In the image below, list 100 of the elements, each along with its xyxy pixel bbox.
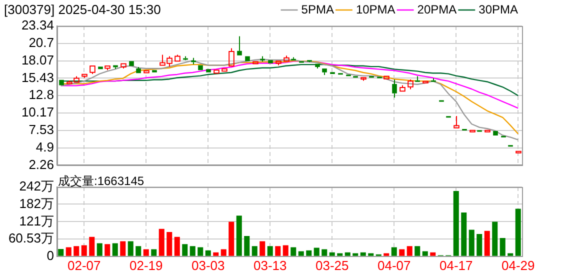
x-tick-label: 03-03 xyxy=(192,258,225,273)
bar xyxy=(500,238,506,256)
bar xyxy=(104,244,110,256)
candlestick xyxy=(392,78,397,98)
bar xyxy=(89,236,95,256)
bar xyxy=(306,250,312,256)
candlestick xyxy=(322,68,327,76)
x-tick-label: 02-19 xyxy=(130,258,163,273)
bar xyxy=(384,253,390,256)
x-tick-label: 04-07 xyxy=(378,258,411,273)
bar xyxy=(275,246,281,256)
candlestick xyxy=(415,76,420,82)
candlestick xyxy=(129,61,134,66)
bar xyxy=(515,208,521,256)
bar xyxy=(406,246,412,256)
legend-label: 10PMA xyxy=(356,2,396,16)
bar xyxy=(81,245,87,256)
bar xyxy=(260,241,266,256)
bar xyxy=(508,253,514,256)
candlestick xyxy=(113,65,118,70)
bar xyxy=(143,249,149,256)
bar xyxy=(484,230,490,256)
candlestick xyxy=(384,76,390,80)
x-tick-label: 04-29 xyxy=(502,258,535,273)
candlestick xyxy=(484,130,490,132)
x-tick-label: 04-17 xyxy=(440,258,473,273)
bar xyxy=(352,253,358,256)
candlestick xyxy=(245,56,250,62)
bar xyxy=(112,243,118,256)
candlestick xyxy=(252,61,258,64)
bar xyxy=(468,230,474,256)
bar xyxy=(151,249,157,256)
candlestick xyxy=(516,150,522,154)
bar xyxy=(182,244,188,256)
candlestick xyxy=(191,57,196,65)
bar xyxy=(158,228,164,256)
candlestick xyxy=(422,80,428,84)
bar xyxy=(282,245,288,256)
candlestick xyxy=(315,64,320,70)
bar xyxy=(198,247,204,256)
bar xyxy=(391,247,397,256)
y-tick-label: 182万 xyxy=(19,196,54,211)
bar xyxy=(244,236,250,256)
candlestick xyxy=(214,70,220,74)
bar xyxy=(190,246,196,256)
legend-label: 5PMA xyxy=(301,2,334,16)
bar xyxy=(174,236,180,256)
legend-label: 20PMA xyxy=(417,2,457,16)
bar xyxy=(120,241,126,256)
bar xyxy=(322,249,328,256)
y-tick-label: 23.34 xyxy=(21,18,54,33)
x-tick-label: 03-13 xyxy=(254,258,287,273)
bar xyxy=(228,222,234,256)
bar xyxy=(368,253,374,256)
candlestick xyxy=(59,80,64,86)
candlestick xyxy=(493,131,498,136)
bar xyxy=(492,222,498,256)
bar xyxy=(128,241,134,256)
candlestick xyxy=(206,69,211,72)
bar xyxy=(298,251,304,256)
y-tick-label: 121万 xyxy=(19,213,54,228)
candlestick xyxy=(144,70,150,74)
candlestick xyxy=(174,54,180,62)
legend-label: 30PMA xyxy=(478,2,518,16)
bar xyxy=(360,252,366,256)
chart-title: [300379] 2025-04-30 15:30 xyxy=(4,2,161,17)
bar xyxy=(430,252,436,256)
candlestick xyxy=(470,130,476,132)
x-tick-label: 02-07 xyxy=(68,258,101,273)
y-tick-label: 15.43 xyxy=(21,70,54,85)
bar xyxy=(329,252,335,256)
bar xyxy=(267,246,273,256)
y-tick-label: 0 xyxy=(46,248,54,263)
y-tick-label: 10.17 xyxy=(21,104,54,120)
bar xyxy=(314,248,320,256)
bar xyxy=(399,249,405,256)
candlestick xyxy=(136,66,141,74)
y-tick-label: 2.26 xyxy=(28,156,54,172)
bar xyxy=(213,252,219,256)
bar xyxy=(337,253,343,256)
y-tick-label: 4.9 xyxy=(36,139,54,154)
bar xyxy=(414,246,420,256)
candlestick xyxy=(431,78,436,82)
bar xyxy=(453,191,459,256)
bar xyxy=(252,246,258,256)
bar xyxy=(461,212,467,256)
y-tick-label: 20.7 xyxy=(28,35,54,50)
y-tick-label: 242万 xyxy=(19,178,54,194)
bar xyxy=(66,247,72,256)
bar xyxy=(166,232,172,256)
x-tick-label: 03-25 xyxy=(316,258,349,273)
bar xyxy=(205,250,211,256)
y-tick-label: 18.07 xyxy=(21,52,54,68)
bar xyxy=(290,247,296,256)
y-tick-label: 7.53 xyxy=(28,122,54,137)
candlestick xyxy=(198,65,203,70)
candlestick xyxy=(291,56,296,60)
candlestick xyxy=(268,60,273,64)
y-tick-label: 12.8 xyxy=(28,87,54,102)
bar xyxy=(58,248,64,256)
